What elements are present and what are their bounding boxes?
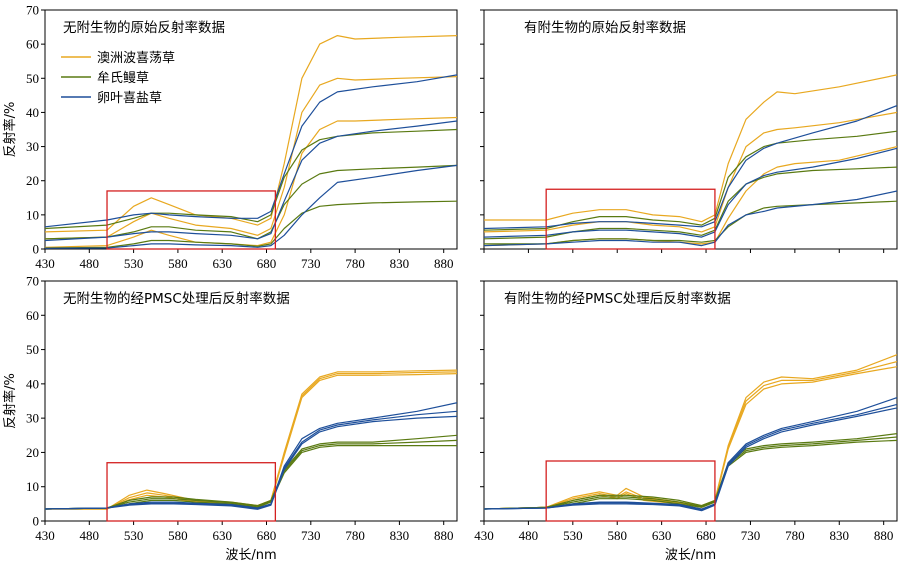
y-tick-label: 0: [33, 242, 40, 257]
x-tick-label: 680: [696, 528, 716, 543]
highlight-box: [106, 462, 277, 522]
y-tick-label: 10: [26, 207, 39, 222]
y-axis-title: 反射率/%: [2, 102, 18, 158]
y-tick-label: 30: [26, 411, 39, 426]
highlight-box: [106, 190, 277, 250]
series-line: [484, 111, 897, 233]
highlight-box: [545, 188, 716, 250]
series-line: [45, 34, 457, 233]
x-tick-label: 730: [741, 528, 761, 543]
x-tick-label: 780: [345, 528, 365, 543]
series-line: [484, 407, 897, 512]
series-line: [484, 200, 897, 245]
series-line: [484, 190, 897, 247]
x-tick-label: 830: [390, 256, 410, 271]
panel-title: 无附生物的经PMSC处理后反射率数据: [63, 290, 290, 307]
chart-panel-4: 430 480 530 580 630 680 730 780 830 880 波长/nm 有附生物的…: [474, 280, 898, 563]
x-tick-label: 880: [434, 256, 454, 271]
y-tick-label: 40: [26, 105, 39, 120]
series-line: [484, 74, 897, 223]
chart-panel-2: 有附生物的原始反射率数据: [480, 9, 898, 253]
series-line: [45, 434, 457, 510]
series-line: [484, 130, 897, 231]
series-line: [45, 415, 457, 510]
x-tick-label: 480: [80, 528, 100, 543]
legend-label: 牟氏鳗草: [97, 71, 149, 86]
y-tick-label: 30: [26, 139, 39, 154]
x-tick-label: 480: [80, 256, 100, 271]
x-tick-label: 830: [390, 528, 410, 543]
x-tick-label: 680: [257, 256, 277, 271]
series-line: [484, 433, 897, 510]
series-line: [484, 105, 897, 230]
series-line: [484, 403, 897, 511]
x-tick-label: 630: [652, 528, 672, 543]
series-line: [45, 200, 457, 249]
y-tick-label: 70: [26, 3, 39, 18]
series-line: [484, 439, 897, 510]
y-tick-label: 20: [26, 173, 39, 188]
chart-panel-3: 0 10 20 30 40 50 60 70 430 480 530 580 630 680 730 780 8…: [2, 274, 458, 563]
y-tick-label: 50: [26, 71, 39, 86]
x-tick-label: 630: [212, 528, 232, 543]
x-tick-label: 530: [124, 256, 144, 271]
x-tick-label: 430: [35, 528, 55, 543]
x-tick-label: 480: [519, 528, 539, 543]
series-line: [484, 397, 897, 510]
x-tick-label: 730: [301, 528, 321, 543]
y-tick-label: 10: [26, 479, 39, 494]
x-tick-label: 580: [168, 528, 188, 543]
x-tick-label: 630: [212, 256, 232, 271]
series-line: [45, 402, 457, 510]
series-line: [45, 116, 457, 248]
y-tick-label: 50: [26, 342, 39, 357]
panel-title: 有附生物的经PMSC处理后反射率数据: [504, 290, 731, 307]
series-line: [45, 164, 457, 249]
y-tick-label: 70: [26, 274, 39, 289]
x-tick-label: 780: [345, 256, 365, 271]
series-line: [45, 120, 457, 242]
y-tick-label: 40: [26, 376, 39, 391]
x-tick-label: 780: [785, 528, 805, 543]
panel-title: 有附生物的原始反射率数据: [524, 19, 686, 36]
y-tick-label: 20: [26, 445, 39, 460]
y-axis-title: 反射率/%: [2, 373, 18, 429]
y-tick-label: 60: [26, 308, 39, 323]
x-tick-label: 680: [257, 528, 277, 543]
highlight-box: [545, 460, 716, 522]
x-tick-label: 880: [874, 528, 894, 543]
series-line: [484, 147, 897, 238]
panel-title: 无附生物的原始反射率数据: [63, 19, 225, 36]
series-line: [45, 410, 457, 510]
series-line: [45, 445, 457, 510]
x-tick-label: 430: [474, 528, 494, 543]
x-tick-label: 580: [168, 256, 188, 271]
x-tick-label: 530: [563, 528, 583, 543]
legend-label: 澳洲波喜荡草: [97, 50, 175, 66]
x-tick-label: 730: [301, 256, 321, 271]
series-line: [484, 166, 897, 240]
series-line: [45, 128, 457, 230]
series-line: [45, 74, 457, 228]
x-tick-label: 430: [35, 256, 55, 271]
x-axis-title: 波长/nm: [225, 548, 276, 563]
x-tick-label: 880: [434, 528, 454, 543]
series-line: [45, 76, 457, 240]
legend-label: 卵叶喜盐草: [97, 91, 162, 106]
chart-panel-1: 0 10 20 30 40 50 60 70 430 480 530 580 630 680 730 780 8…: [2, 3, 458, 271]
x-tick-label: 830: [830, 528, 850, 543]
x-axis-title: 波长/nm: [665, 548, 716, 563]
series-line: [484, 436, 897, 510]
y-tick-label: 0: [33, 514, 40, 529]
x-tick-label: 580: [607, 528, 627, 543]
x-tick-label: 530: [124, 528, 144, 543]
series-line: [45, 439, 457, 510]
y-tick-label: 60: [26, 37, 39, 52]
series-line: [45, 164, 457, 240]
